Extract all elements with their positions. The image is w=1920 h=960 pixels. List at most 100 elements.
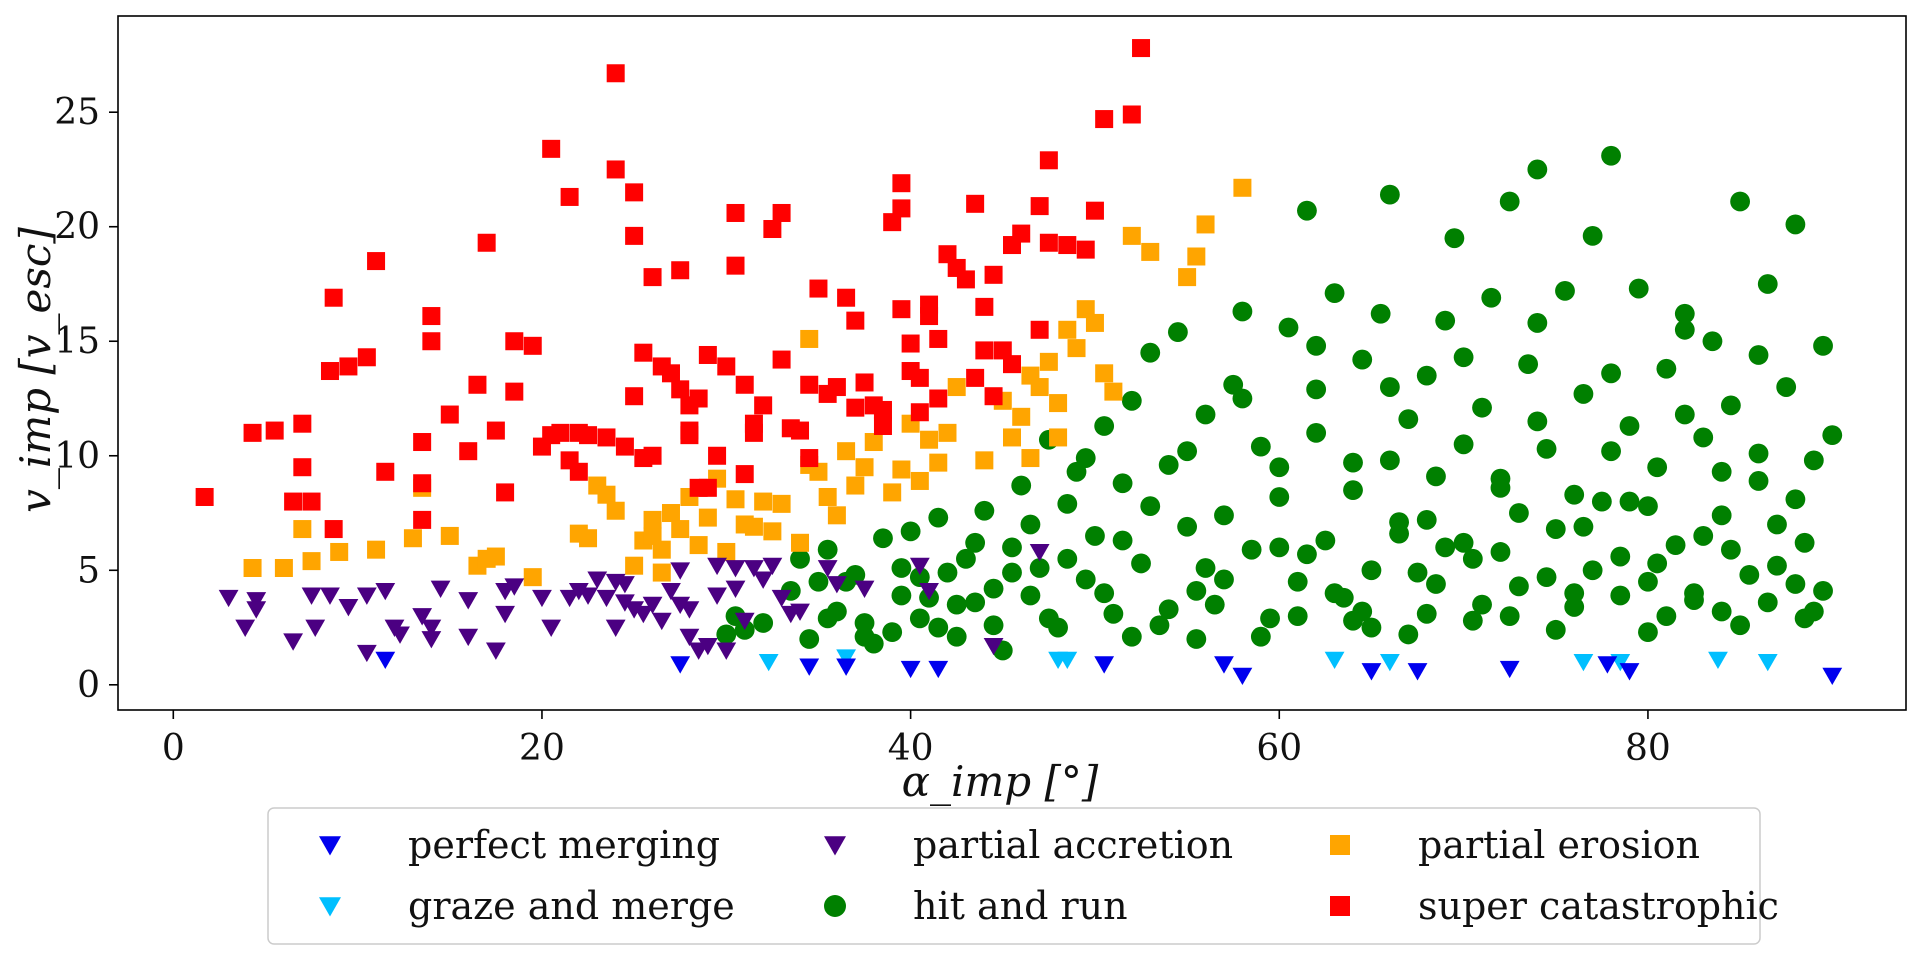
legend-marker-hit-and-run [824,895,846,917]
super-catastrophic-point [846,398,865,417]
partial-erosion-point [837,442,856,461]
partial-accretion-point [679,628,700,647]
hit-and-run-point [1186,629,1207,649]
partial-erosion-point [274,558,293,577]
partial-erosion-point [1039,352,1058,371]
super-catastrophic-point [772,203,791,222]
hit-and-run-point [965,592,986,613]
partial-erosion-point [763,522,782,541]
super-catastrophic-point [496,483,515,502]
super-catastrophic-point [643,268,662,287]
hit-and-run-point [1619,416,1640,436]
partial-accretion-point [235,619,256,637]
super-catastrophic-point [791,421,810,440]
hit-and-run-point [1029,558,1050,578]
hit-and-run-point [974,500,995,521]
hit-and-run-point [1757,274,1778,294]
hit-and-run-point [1582,560,1603,581]
super-catastrophic-point [800,375,819,394]
partial-accretion-point [246,592,267,610]
hit-and-run-point [799,629,820,649]
hit-and-run-point [909,608,930,629]
hit-and-run-point [983,578,1004,599]
super-catastrophic-point [993,341,1012,360]
partial-accretion-point [826,576,847,594]
hit-and-run-point [1214,505,1234,526]
partial-accretion-point [854,580,875,599]
super-catastrophic-point [827,378,846,397]
hit-and-run-point [1379,377,1400,397]
super-catastrophic-point [324,520,343,539]
partial-accretion-point [587,571,608,589]
super-catastrophic-point [809,279,828,298]
hit-and-run-point [1638,622,1658,643]
partial-erosion-point [1187,247,1206,266]
hit-and-run-point [1684,583,1704,604]
partial-accretion-point [485,642,506,660]
hit-and-run-point [1158,599,1179,620]
hit-and-run-point [946,626,967,647]
super-catastrophic-point [754,396,773,415]
partial-accretion-point [218,589,239,608]
super-catastrophic-point [726,203,745,222]
super-catastrophic-point [892,174,911,193]
x-tick-label: 40 [888,728,934,769]
partial-accretion-point [458,628,479,647]
hit-and-run-point [1232,388,1253,409]
perfect-merging-point [799,658,820,676]
hit-and-run-point [1444,228,1465,249]
hit-and-run-point [1656,606,1677,626]
hit-and-run-point [928,507,949,528]
hit-and-run-point [1555,280,1575,301]
hit-and-run-point [1610,585,1631,606]
hit-and-run-point [1370,303,1391,324]
partial-accretion-point [615,594,635,612]
hit-and-run-point [1057,548,1078,569]
super-catastrophic-point [324,288,343,307]
legend-label: perfect merging [408,823,720,867]
partial-erosion-point [689,536,708,555]
hit-and-run-point [946,594,967,615]
hit-and-run-point [1287,606,1308,626]
partial-erosion-point [661,504,680,523]
hit-and-run-point [1730,191,1751,212]
legend-label: partial accretion [913,823,1233,867]
super-catastrophic-point [413,433,432,452]
hit-and-run-point [1711,461,1732,482]
hit-and-run-point [1306,335,1327,356]
hit-and-run-point [1094,583,1115,604]
hit-and-run-point [1186,580,1207,601]
hit-and-run-point [1693,526,1714,546]
partial-erosion-point [910,471,929,490]
hit-and-run-point [1158,455,1179,475]
partial-accretion-point [725,580,746,599]
super-catastrophic-point [1122,105,1141,124]
super-catastrophic-point [735,465,754,484]
super-catastrophic-point [708,446,727,465]
hit-and-run-point [1343,480,1363,501]
partial-accretion-point [1029,544,1050,562]
hit-and-run-point [817,608,838,629]
partial-accretion-point [753,571,774,589]
partial-erosion-point [1067,339,1086,358]
super-catastrophic-point [956,270,975,289]
partial-erosion-point [818,487,837,506]
legend-label: graze and merge [408,884,735,928]
super-catastrophic-point [892,300,911,319]
hit-and-run-point [1462,610,1483,631]
partial-erosion-point [864,433,883,452]
hit-and-run-point [1121,626,1142,647]
partial-erosion-point [975,451,994,470]
hit-and-run-point [1140,342,1161,363]
super-catastrophic-point [1039,151,1058,170]
hit-and-run-point [1416,509,1437,530]
hit-and-run-point [1711,505,1732,526]
super-catastrophic-point [625,387,644,406]
hit-and-run-point [1232,301,1253,322]
hit-and-run-point [1453,347,1474,368]
hit-and-run-point [1269,487,1290,507]
partial-erosion-point [367,540,386,559]
partial-erosion-point [1030,378,1049,397]
partial-erosion-point [929,453,948,472]
